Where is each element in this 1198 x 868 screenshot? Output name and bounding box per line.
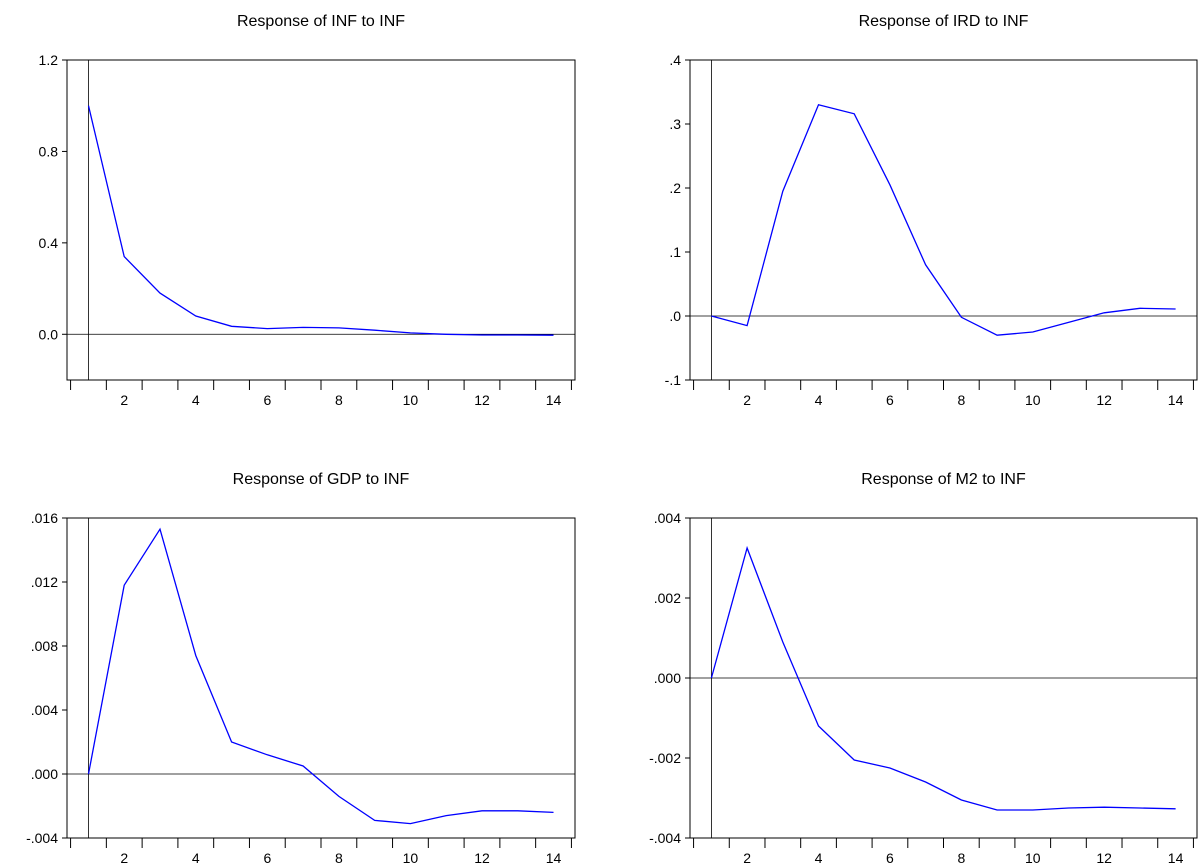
x-tick-label: 6 <box>263 850 271 866</box>
y-tick-label: -.1 <box>665 372 682 388</box>
x-tick-label: 12 <box>474 392 490 408</box>
y-tick-label: .004 <box>654 510 681 526</box>
x-tick-label: 2 <box>120 392 128 408</box>
x-tick-label: 14 <box>1168 392 1184 408</box>
x-tick-label: 14 <box>546 392 562 408</box>
x-tick-label: 6 <box>886 850 894 866</box>
x-tick-label: 4 <box>192 392 200 408</box>
series-line <box>87 527 554 825</box>
x-tick-label: 8 <box>957 392 965 408</box>
chart-title: Response of INF to INF <box>237 13 405 30</box>
y-tick-label: .002 <box>654 590 681 606</box>
x-tick-label: 8 <box>335 392 343 408</box>
y-tick-label: .012 <box>31 574 58 590</box>
series-line <box>87 105 554 336</box>
y-tick-label: 0.0 <box>39 326 59 342</box>
y-tick-label: .016 <box>31 510 58 526</box>
x-tick-label: 6 <box>886 392 894 408</box>
y-tick-label: 0.4 <box>39 235 59 251</box>
y-tick-label: .000 <box>31 766 58 782</box>
chart-panel: Response of GDP to INF -.004 .000 .004 .008.… <box>26 471 576 866</box>
x-tick-label: 14 <box>1168 850 1184 866</box>
x-tick-label: 4 <box>192 850 200 866</box>
y-tick-label: -.002 <box>649 750 681 766</box>
x-tick-label: 12 <box>474 850 490 866</box>
y-tick-label: .1 <box>669 244 681 260</box>
x-tick-label: 2 <box>120 850 128 866</box>
y-tick-label: .000 <box>654 670 681 686</box>
x-tick-label: 10 <box>1025 850 1041 866</box>
x-tick-label: 10 <box>403 850 419 866</box>
x-tick-label: 14 <box>546 850 562 866</box>
y-tick-label: 1.2 <box>39 52 59 68</box>
plot-frame <box>689 59 1198 381</box>
x-tick-label: 10 <box>1025 392 1041 408</box>
x-tick-label: 2 <box>743 392 751 408</box>
y-tick-label: .008 <box>31 638 58 654</box>
series-line <box>710 545 1176 811</box>
x-tick-label: 10 <box>403 392 419 408</box>
chart-panel: Response of INF to INF 0.0 0.4 0.8 1.2 2 4 6 8 10… <box>39 13 576 408</box>
y-tick-label: -.004 <box>649 830 681 846</box>
x-tick-label: 6 <box>263 392 271 408</box>
chart-panel: Response of M2 to INF -.004 -.002 .000 .002.… <box>649 471 1198 866</box>
chart-title: Response of M2 to INF <box>861 471 1026 488</box>
chart-title: Response of GDP to INF <box>233 471 410 488</box>
y-tick-label: -.004 <box>26 830 58 846</box>
chart-panel: Response of IRD to INF -.1 .0 .1 .2 .3 .4 2 4 6 8 1… <box>665 13 1198 408</box>
x-tick-label: 4 <box>815 392 823 408</box>
y-tick-label: .4 <box>669 52 681 68</box>
chart-title: Response of IRD to INF <box>859 13 1029 30</box>
x-tick-label: 4 <box>815 850 823 866</box>
y-tick-label: .004 <box>31 702 58 718</box>
x-tick-label: 12 <box>1096 392 1112 408</box>
x-tick-label: 12 <box>1096 850 1112 866</box>
y-tick-label: .2 <box>669 180 681 196</box>
y-tick-label: .0 <box>669 308 681 324</box>
x-tick-label: 8 <box>335 850 343 866</box>
y-tick-label: .3 <box>669 116 681 132</box>
series-line <box>711 104 1176 336</box>
y-tick-label: 0.8 <box>39 143 59 159</box>
x-tick-label: 8 <box>957 850 965 866</box>
x-tick-label: 2 <box>743 850 751 866</box>
plot-frame <box>66 59 576 381</box>
plot-frame <box>66 517 576 839</box>
